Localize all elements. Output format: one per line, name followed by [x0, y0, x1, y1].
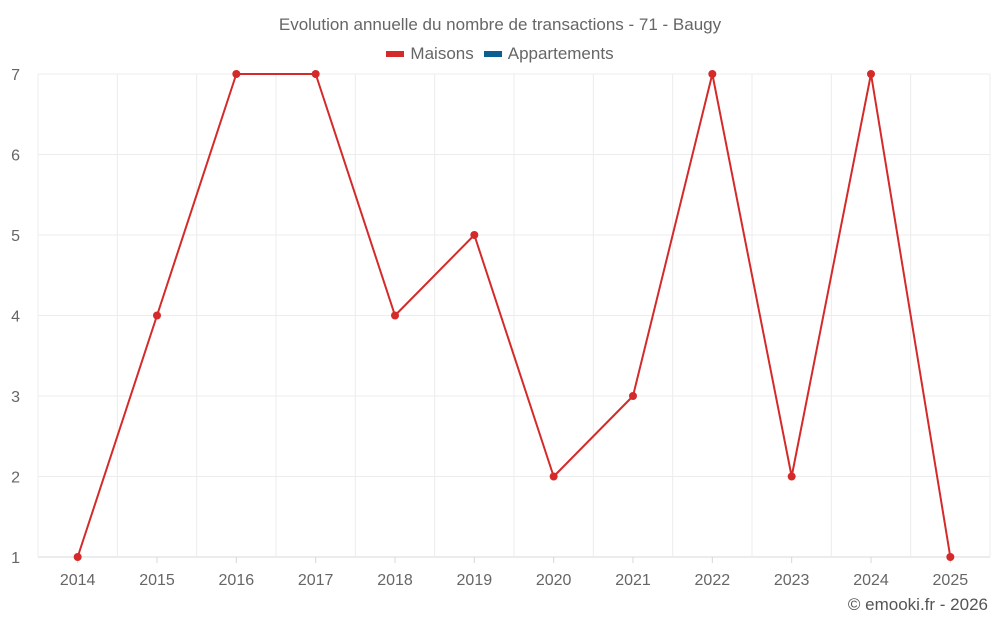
legend-label-maisons: Maisons — [410, 44, 474, 63]
x-tick-label: 2023 — [774, 572, 810, 589]
data-point — [311, 70, 320, 78]
data-point — [629, 392, 637, 400]
legend-item-maisons[interactable]: Maisons — [386, 44, 474, 64]
x-tick-label: 2020 — [536, 572, 572, 589]
x-tick-label: 2022 — [695, 572, 731, 589]
x-tick-label: 2024 — [853, 572, 889, 589]
data-point — [153, 311, 161, 320]
data-point — [946, 553, 955, 561]
data-point — [232, 70, 241, 78]
data-point — [73, 553, 82, 561]
y-tick-label: 7 — [11, 67, 20, 84]
data-point — [391, 311, 399, 320]
data-point — [867, 70, 875, 78]
y-tick-label: 4 — [11, 309, 20, 326]
data-point — [708, 70, 717, 78]
x-tick-label: 2025 — [933, 572, 969, 589]
footer-credit: © emooki.fr - 2026 — [847, 595, 988, 614]
data-point — [549, 472, 558, 481]
series-line-maisons — [76, 73, 952, 558]
x-tick-label: 2015 — [139, 572, 175, 589]
x-tick-label: 2021 — [615, 572, 651, 589]
legend-item-appartements[interactable]: Appartements — [483, 44, 614, 64]
data-point — [470, 231, 479, 239]
y-tick-label: 2 — [11, 470, 20, 487]
x-tick-label: 2019 — [457, 572, 493, 589]
chart-legend: Maisons Appartements — [0, 44, 1000, 64]
x-tick-label: 2016 — [219, 572, 255, 589]
x-tick-label: 2014 — [60, 572, 96, 589]
legend-label-appartements: Appartements — [507, 44, 614, 63]
legend-swatch-appartements — [483, 51, 502, 57]
chart-title: Evolution annuelle du nombre de transact… — [278, 15, 722, 34]
x-tick-label: 2018 — [377, 572, 413, 589]
y-tick-label: 1 — [11, 550, 20, 567]
y-tick-label: 5 — [11, 228, 20, 245]
x-tick-label: 2017 — [298, 572, 334, 589]
data-point — [787, 472, 796, 481]
legend-swatch-maisons — [386, 51, 405, 57]
y-tick-label: 6 — [11, 148, 20, 165]
y-tick-label: 3 — [11, 389, 20, 406]
